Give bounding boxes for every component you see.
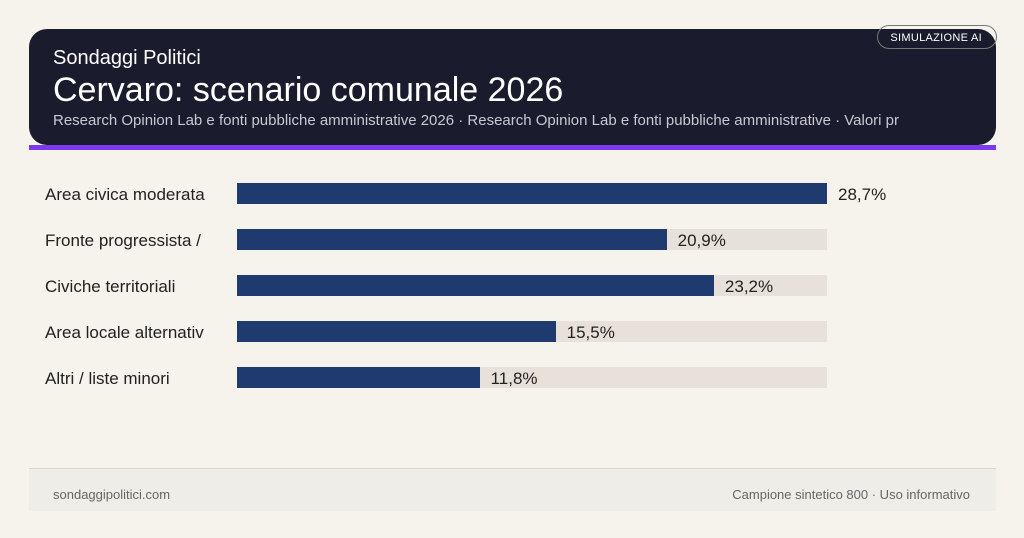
footer-note: Campione sintetico 800 · Uso informativo bbox=[732, 487, 970, 502]
header: Sondaggi Politici Cervaro: scenario comu… bbox=[29, 29, 996, 145]
accent-line bbox=[29, 145, 996, 150]
subtitle: Research Opinion Lab e fonti pubbliche a… bbox=[53, 112, 899, 129]
brand: Sondaggi Politici bbox=[53, 47, 201, 69]
bar bbox=[237, 321, 556, 342]
page-title: Cervaro: scenario comunale 2026 bbox=[53, 71, 564, 109]
simulation-badge: SIMULAZIONE AI bbox=[877, 25, 997, 49]
category-label: Area locale alternativ bbox=[45, 323, 204, 342]
value-label: 11,8% bbox=[490, 369, 538, 388]
category-label: Altri / liste minori bbox=[45, 369, 170, 388]
value-label: 20,9% bbox=[677, 231, 726, 250]
value-label: 28,7% bbox=[838, 185, 887, 204]
value-label: 15,5% bbox=[566, 323, 615, 342]
bar bbox=[237, 275, 714, 296]
bar bbox=[237, 183, 827, 204]
category-label: Fronte progressista / bbox=[45, 231, 201, 250]
category-label: Civiche territoriali bbox=[45, 277, 176, 296]
footer: sondaggipolitici.com Campione sintetico … bbox=[29, 468, 996, 511]
category-label: Area civica moderata bbox=[45, 185, 205, 204]
bar bbox=[237, 229, 667, 250]
value-label: 23,2% bbox=[724, 277, 774, 296]
bar bbox=[237, 367, 480, 388]
footer-site: sondaggipolitici.com bbox=[53, 487, 171, 502]
